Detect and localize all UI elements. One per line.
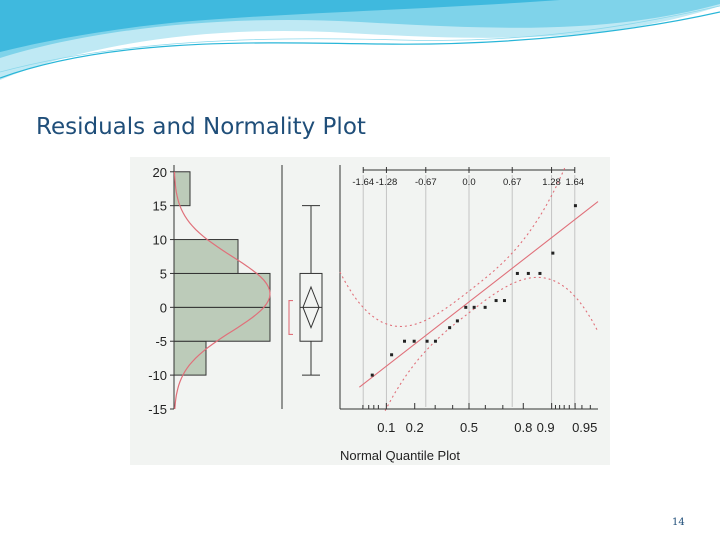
- residual-chart: 20 15 10 5 0 -5 -10 -15 -1.64 -1.28 -0.67 0.0 0.67 1…: [148, 165, 599, 463]
- residual-figure: 20 15 10 5 0 -5 -10 -15 -1.64 -1.28 -0.67 0.0 0.67 1…: [130, 157, 610, 465]
- quantile-point: [502, 299, 506, 303]
- header-wave-decoration: [0, 0, 720, 80]
- quantile-point: [403, 339, 406, 343]
- quantile-point: [483, 305, 487, 309]
- quantile-bottom-tick-label: 0.9: [537, 420, 555, 435]
- quantile-bottom-tick-label: 0.2: [406, 420, 424, 435]
- quantile-point: [425, 339, 429, 343]
- histogram-bar: [173, 239, 239, 274]
- quantile-bottom-tick-label: 0.8: [514, 420, 532, 435]
- quantile-top-tick-label: -0.67: [415, 177, 437, 188]
- fit-line: [359, 201, 599, 388]
- normal-quantile-title: Normal Quantile Plot: [340, 448, 460, 463]
- histogram-tick-label: 10: [153, 233, 167, 248]
- histogram-bar: [173, 272, 271, 308]
- histogram-bar: [173, 306, 271, 342]
- quantile-top-tick-label: -1.28: [376, 177, 398, 188]
- quantile-point: [455, 319, 459, 323]
- quantile-point: [370, 373, 374, 377]
- quantile-bottom-tick-label: 0.1: [377, 420, 395, 435]
- quantile-point: [551, 251, 555, 255]
- histogram-tick-label: 0: [160, 300, 167, 315]
- quantile-point: [390, 353, 394, 357]
- quantile-top-tick-label: 0.0: [462, 177, 475, 188]
- quantile-point: [538, 271, 542, 275]
- quantile-point: [526, 271, 530, 275]
- normal-density-curve: [173, 171, 271, 410]
- histogram-tick-label: 15: [153, 199, 167, 214]
- box-plot-panel: [288, 205, 323, 376]
- box-mean-diamond: [302, 285, 320, 330]
- histogram-tick-label: 5: [160, 266, 167, 281]
- confidence-band-upper: [339, 165, 567, 328]
- quantile-top-tick-label: 1.64: [566, 177, 585, 188]
- histogram-tick-label: 20: [153, 165, 167, 180]
- quantile-top-tick-label: 1.28: [542, 177, 561, 188]
- quantile-point: [412, 339, 416, 343]
- page-number: 14: [672, 517, 685, 528]
- histogram-bar: [173, 340, 207, 376]
- quantile-point: [464, 305, 468, 309]
- quantile-point: [573, 204, 577, 208]
- quantile-point: [433, 339, 437, 343]
- confidence-band-lower: [384, 276, 599, 411]
- quantile-point: [448, 326, 452, 330]
- quantile-bottom-tick-label: 0.5: [460, 420, 478, 435]
- quantile-top-tick-label: 0.67: [503, 177, 521, 188]
- quantile-top-tick-label: -1.64: [352, 177, 374, 188]
- quantile-bottom-tick-label: 0.95: [572, 420, 597, 435]
- histogram-tick-label: -10: [148, 368, 167, 383]
- quantile-point: [515, 271, 519, 275]
- histogram-tick-label: -15: [148, 402, 167, 417]
- quantile-point: [494, 299, 498, 303]
- histogram-panel: 20 15 10 5 0 -5 -10 -15: [148, 165, 271, 417]
- quantile-point: [472, 305, 476, 309]
- histogram-tick-label: -5: [155, 334, 167, 349]
- normal-quantile-panel: -1.64 -1.28 -0.67 0.0 0.67 1.28 1.64 0.1 0.2 0.5…: [339, 165, 599, 463]
- shortest-half-bracket: [288, 300, 293, 335]
- slide-title: Residuals and Normality Plot: [36, 114, 366, 140]
